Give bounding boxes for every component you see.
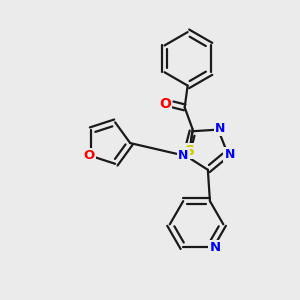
Text: O: O [159, 98, 171, 111]
Text: S: S [184, 144, 195, 158]
Text: N: N [178, 148, 188, 162]
Text: N: N [209, 241, 220, 254]
Text: N: N [224, 148, 235, 161]
Text: N: N [215, 122, 225, 135]
Text: O: O [83, 149, 94, 162]
